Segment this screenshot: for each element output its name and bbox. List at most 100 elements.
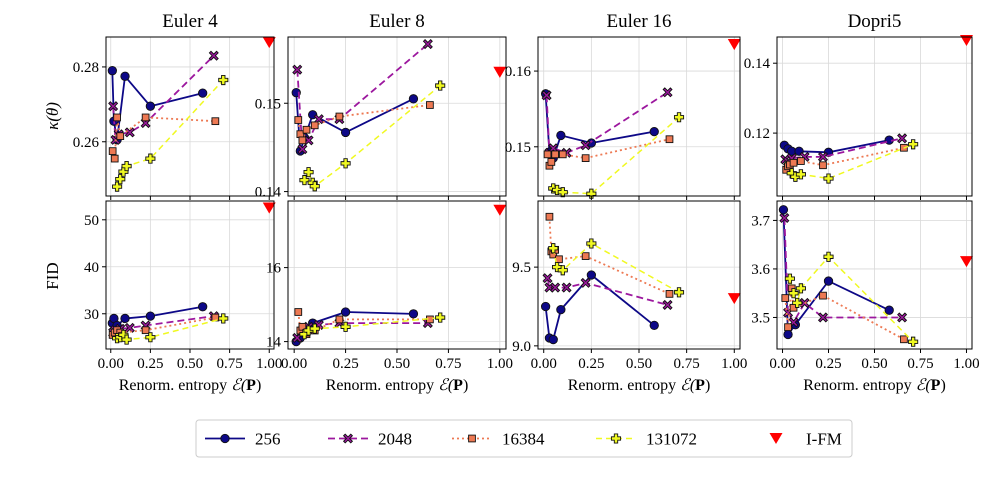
legend-frame — [195, 419, 853, 458]
data-point — [124, 127, 135, 138]
panel-title: Dopri5 — [848, 11, 902, 32]
data-point — [556, 304, 566, 315]
x-tick-label: 0.00 — [281, 356, 307, 372]
data-point — [145, 311, 156, 321]
ylabel-kappa: κ(θ) — [43, 102, 62, 130]
data-point — [557, 187, 568, 198]
legend-label: 256 — [255, 430, 281, 449]
data-point — [580, 277, 591, 288]
data-point — [108, 101, 119, 112]
legend-marker — [220, 433, 230, 444]
data-point — [797, 157, 805, 165]
data-point — [335, 315, 344, 324]
panel-title: Euler 4 — [162, 11, 218, 32]
legend-label: 131072 — [646, 430, 697, 449]
data-point — [309, 181, 320, 192]
x-tick-label: 0.25 — [578, 356, 604, 372]
data-point — [297, 144, 308, 155]
series-ifm — [727, 293, 741, 305]
data-point — [908, 139, 919, 150]
legend-marker — [342, 433, 354, 444]
data-point — [110, 154, 119, 163]
data-point — [545, 212, 554, 221]
data-point — [493, 204, 507, 216]
y-tick-label: 30 — [84, 307, 99, 323]
y-tick-label: 0.14 — [255, 185, 282, 201]
data-point — [817, 312, 829, 323]
data-point — [141, 113, 150, 122]
data-point — [581, 154, 590, 162]
data-point — [823, 276, 834, 286]
data-point — [884, 305, 894, 315]
x-tick-label: 0.50 — [177, 356, 203, 372]
data-point — [211, 117, 220, 126]
data-point — [662, 87, 673, 98]
data-point — [121, 161, 132, 172]
ylabel-fid: FID — [43, 262, 62, 289]
x-tick-label: 0.75 — [907, 356, 933, 372]
x-tick-label: 0.75 — [435, 356, 461, 372]
x-tick-label: 0.75 — [674, 356, 700, 372]
data-point — [422, 39, 433, 50]
series-line — [546, 277, 668, 306]
x-tick-label: 0.25 — [815, 356, 841, 372]
data-point — [540, 301, 551, 312]
y-tick-label: 0.28 — [73, 60, 99, 76]
data-point — [586, 188, 597, 199]
x-axis-label: Renorm. entropy ℰ(P) — [803, 377, 946, 394]
data-point — [727, 293, 741, 305]
data-point — [340, 158, 351, 169]
panel-title: Euler 16 — [607, 11, 672, 32]
series-s131072 — [299, 80, 446, 192]
panel-4: 30 40 50 0.00 0.25 0.50 0.75 1.00 Renorm. entrop… — [84, 200, 282, 394]
series-ifm — [959, 256, 973, 268]
x-tick-label: 0.75 — [216, 356, 242, 372]
panel-1: 0.14 0.15 Euler 8 — [255, 11, 507, 201]
data-point — [113, 113, 121, 122]
series-s131072 — [548, 112, 685, 199]
series-line — [296, 322, 428, 339]
data-point — [795, 169, 806, 180]
data-point — [541, 90, 552, 101]
data-point — [581, 252, 590, 260]
data-point — [784, 273, 795, 284]
series-line — [111, 116, 216, 159]
data-point — [115, 174, 126, 185]
panel-0: 0.26 0.28 Euler 4 — [73, 11, 276, 200]
series-s131072 — [299, 312, 446, 340]
data-point — [340, 127, 351, 138]
series-s16384 — [108, 113, 220, 163]
data-point — [218, 74, 229, 86]
x-tick-label: 0.00 — [531, 356, 557, 372]
x-tick-label: 1.00 — [721, 356, 747, 372]
data-point — [580, 140, 591, 151]
legend-label: 2048 — [378, 430, 412, 449]
series-line — [116, 79, 224, 187]
data-point — [789, 158, 798, 167]
data-point — [294, 116, 303, 124]
data-point — [819, 161, 827, 170]
data-point — [198, 302, 208, 312]
series-ifm — [727, 39, 741, 51]
data-point — [649, 320, 659, 331]
data-point — [665, 135, 674, 144]
data-point — [561, 282, 572, 293]
data-point — [662, 299, 673, 310]
data-point — [783, 329, 793, 340]
series-ifm — [493, 204, 507, 216]
series-s16384 — [543, 135, 674, 170]
data-point — [302, 125, 311, 134]
data-point — [673, 287, 685, 298]
data-point — [408, 309, 419, 319]
legend-marker — [769, 432, 783, 445]
data-point — [823, 173, 834, 184]
data-point — [262, 37, 276, 49]
series-s2048 — [108, 50, 219, 145]
y-tick-label: 0.12 — [744, 126, 770, 142]
data-point — [547, 158, 556, 166]
data-point — [665, 290, 674, 298]
data-point — [819, 291, 827, 300]
data-point — [959, 34, 973, 47]
data-point — [340, 321, 351, 332]
